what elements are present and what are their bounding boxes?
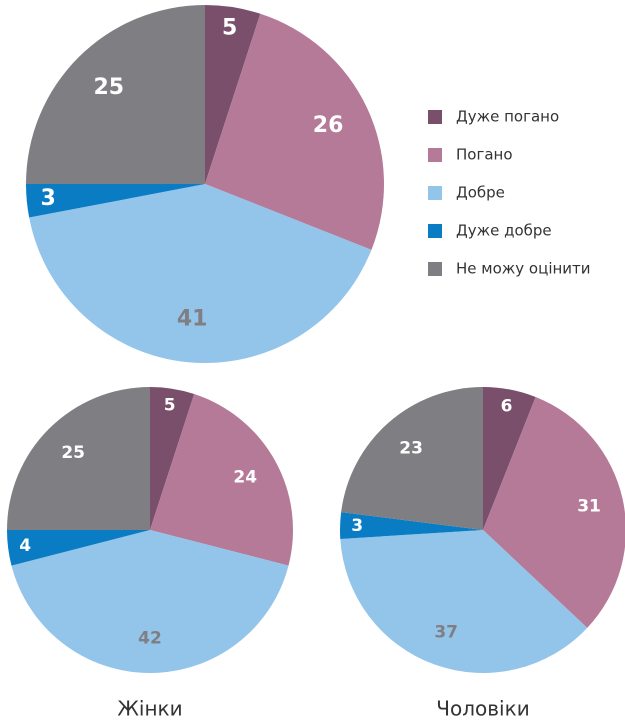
- legend-swatch: [428, 262, 442, 276]
- pie-slice: [26, 5, 205, 184]
- chart-title: Жінки: [117, 697, 182, 721]
- legend-swatch: [428, 224, 442, 238]
- data-label: 31: [577, 496, 601, 516]
- legend-label: Добре: [456, 184, 505, 202]
- data-label: 4: [19, 536, 31, 556]
- pie-slice: [205, 13, 384, 250]
- legend-label: Дуже погано: [456, 108, 559, 126]
- data-label: 5: [164, 396, 176, 416]
- data-label: 6: [501, 396, 513, 416]
- pie-slice: [339, 512, 483, 539]
- legend-label: Не можу оцінити: [456, 260, 591, 278]
- pie-slice: [340, 530, 588, 674]
- pie-slice: [150, 393, 293, 566]
- pie-slice: [483, 387, 536, 530]
- pie-slice: [7, 387, 150, 530]
- pie-slice: [205, 5, 261, 184]
- data-label: 37: [434, 622, 458, 642]
- legend-swatch: [428, 148, 442, 162]
- data-label: 23: [399, 438, 423, 458]
- data-label: 3: [41, 186, 56, 211]
- chart-title: Чоловіки: [436, 697, 529, 721]
- data-label: 25: [93, 75, 124, 100]
- pie-slice: [26, 184, 205, 218]
- pie-slice: [7, 530, 150, 566]
- pie-slice: [483, 397, 625, 628]
- data-label: 24: [233, 468, 257, 488]
- pie-slice: [150, 387, 195, 530]
- legend-label: Погано: [456, 146, 513, 164]
- data-label: 42: [138, 629, 162, 649]
- pie-slice: [341, 387, 483, 530]
- legend-swatch: [428, 110, 442, 124]
- data-label: 25: [61, 443, 85, 463]
- data-label: 26: [313, 113, 344, 138]
- pie-slice: [29, 184, 372, 363]
- pie-slice: [11, 530, 289, 674]
- data-label: 5: [222, 15, 237, 40]
- data-label: 41: [177, 306, 208, 331]
- legend-swatch: [428, 186, 442, 200]
- data-label: 3: [351, 516, 363, 536]
- legend-label: Дуже добре: [456, 222, 552, 240]
